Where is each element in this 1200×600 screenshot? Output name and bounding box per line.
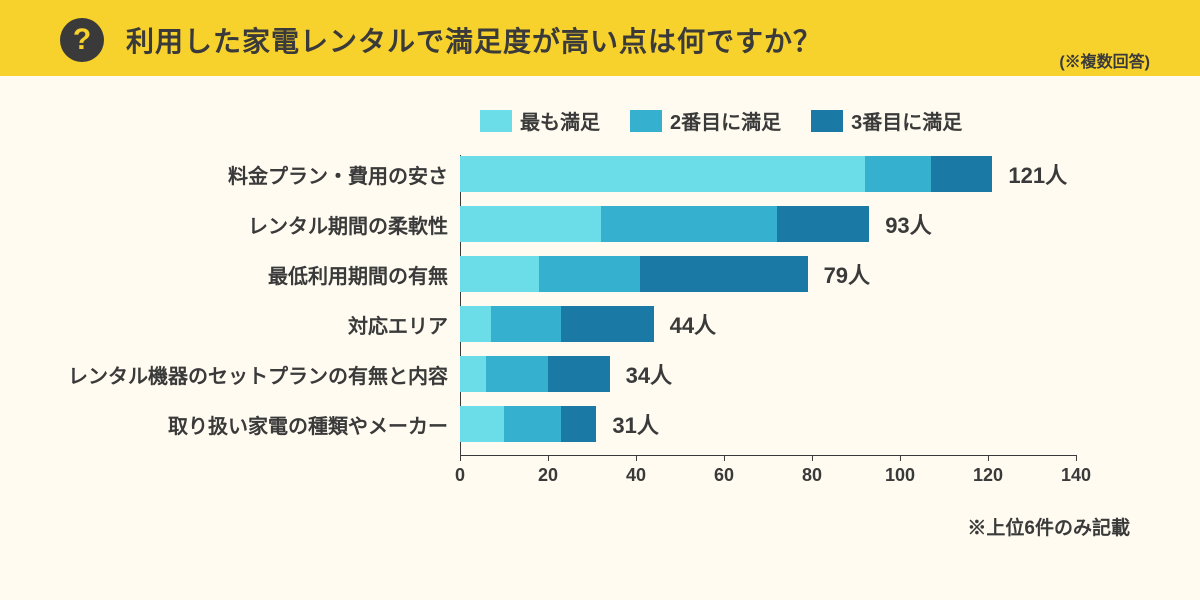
bar-segment: [460, 406, 504, 442]
row-value: 44人: [670, 308, 716, 340]
bar-cell: 44人: [460, 306, 716, 342]
bar-segment: [539, 256, 640, 292]
x-tick: 140: [1061, 455, 1091, 486]
bar-segment: [561, 306, 653, 342]
x-tick-label: 140: [1061, 465, 1091, 486]
bar-cell: 93人: [460, 206, 932, 242]
x-tick: 0: [455, 455, 465, 486]
chart-title: 利用した家電レンタルで満足度が高い点は何ですか？: [126, 20, 822, 60]
chart-subtitle: (※複数回答): [1059, 48, 1150, 72]
bar-segment: [460, 356, 486, 392]
bar-rows: 料金プラン・費用の安さ 121人レンタル期間の柔軟性 93人最低利用期間の有無 79人…: [40, 155, 1130, 443]
bar-segment: [865, 156, 931, 192]
x-tick: 100: [885, 455, 915, 486]
row-value: 93人: [885, 208, 931, 240]
legend-label: 2番目に満足: [670, 106, 781, 135]
bar-segment: [640, 256, 807, 292]
legend-item: 3番目に満足: [811, 106, 962, 135]
bar-row: レンタル期間の柔軟性 93人: [40, 205, 1130, 243]
x-tick-label: 0: [455, 465, 465, 486]
bar-segment: [491, 306, 561, 342]
bar-segment: [548, 356, 610, 392]
chart-area: 最も満足 2番目に満足 3番目に満足 料金プラン・費用の安さ 121人レンタル期間の柔…: [0, 76, 1200, 505]
bar-segment: [460, 156, 865, 192]
x-axis-ticks: 020406080100120140: [460, 455, 1076, 495]
row-value: 121人: [1008, 158, 1067, 190]
row-value: 79人: [824, 258, 870, 290]
x-tick-label: 60: [714, 465, 734, 486]
x-tick-label: 80: [802, 465, 822, 486]
bar-segment: [601, 206, 777, 242]
row-value: 34人: [626, 358, 672, 390]
bar-row: 対応エリア 44人: [40, 305, 1130, 343]
legend-label: 最も満足: [520, 106, 600, 135]
legend-swatch: [811, 110, 843, 132]
row-label: 取り扱い家電の種類やメーカー: [40, 410, 460, 439]
bar-row: 料金プラン・費用の安さ 121人: [40, 155, 1130, 193]
x-tick: 120: [973, 455, 1003, 486]
question-icon-glyph: ?: [73, 23, 91, 57]
bar-segment: [504, 406, 561, 442]
legend-swatch: [630, 110, 662, 132]
row-label: 料金プラン・費用の安さ: [40, 160, 460, 189]
question-icon: ?: [60, 18, 104, 62]
x-tick-label: 40: [626, 465, 646, 486]
legend-item: 2番目に満足: [630, 106, 781, 135]
bar-segment: [460, 206, 601, 242]
bar-segment: [931, 156, 993, 192]
bar-segment: [561, 406, 596, 442]
row-value: 31人: [612, 408, 658, 440]
bar-cell: 31人: [460, 406, 659, 442]
legend-swatch: [480, 110, 512, 132]
bar-cell: 79人: [460, 256, 870, 292]
row-label: レンタル期間の柔軟性: [40, 210, 460, 239]
row-label: 対応エリア: [40, 310, 460, 339]
x-tick-label: 20: [538, 465, 558, 486]
bar-segment: [777, 206, 869, 242]
x-tick: 40: [626, 455, 646, 486]
bar-segment: [460, 306, 491, 342]
bar-row: 最低利用期間の有無 79人: [40, 255, 1130, 293]
row-label: 最低利用期間の有無: [40, 260, 460, 289]
x-tick: 60: [714, 455, 734, 486]
x-tick-label: 100: [885, 465, 915, 486]
bar-row: 取り扱い家電の種類やメーカー 31人: [40, 405, 1130, 443]
legend-item: 最も満足: [480, 106, 600, 135]
x-tick: 80: [802, 455, 822, 486]
x-tick: 20: [538, 455, 558, 486]
header-bar: ? 利用した家電レンタルで満足度が高い点は何ですか？ (※複数回答): [0, 0, 1200, 76]
x-tick-label: 120: [973, 465, 1003, 486]
legend-label: 3番目に満足: [851, 106, 962, 135]
bar-cell: 121人: [460, 156, 1067, 192]
footnote: ※上位6件のみ記載: [0, 513, 1200, 540]
bar-segment: [486, 356, 548, 392]
row-label: レンタル機器のセットプランの有無と内容: [40, 360, 460, 389]
x-axis: 0 20 40 60 80 100 120 140: [40, 455, 1130, 495]
bar-cell: 34人: [460, 356, 672, 392]
bar-row: レンタル機器のセットプランの有無と内容 34人: [40, 355, 1130, 393]
legend: 最も満足 2番目に満足 3番目に満足: [480, 106, 1130, 135]
bar-segment: [460, 256, 539, 292]
